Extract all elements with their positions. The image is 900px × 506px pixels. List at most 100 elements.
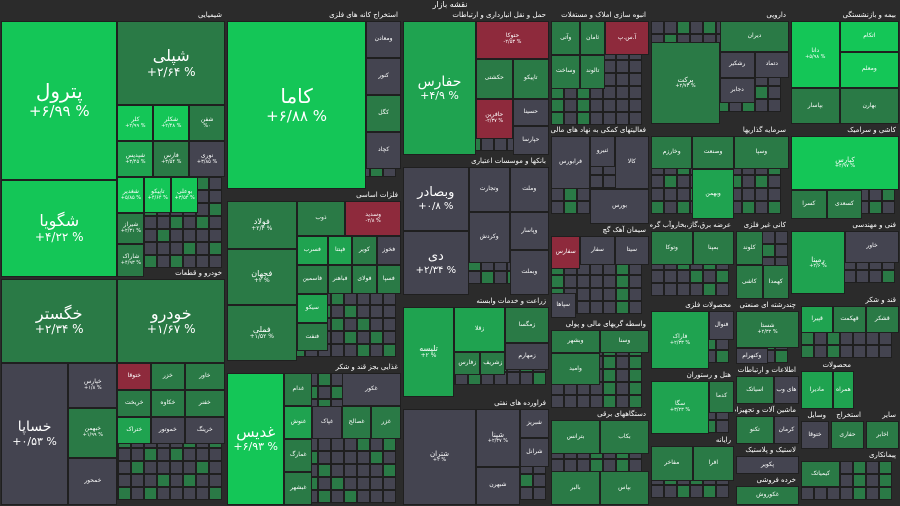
minor-stock-cell[interactable] [370,477,383,490]
stock-tile[interactable]: سگا +۳/۲۳ % [651,381,710,434]
stock-tile[interactable]: آ.س.پ [604,21,649,55]
minor-stock-cell[interactable] [520,372,533,385]
minor-stock-cell[interactable] [716,350,729,363]
stock-tile[interactable]: غکوروش [736,486,799,505]
minor-stock-cell[interactable] [383,318,396,331]
stock-tile[interactable]: فولای [352,265,377,294]
minor-stock-cell[interactable] [564,188,577,201]
minor-stock-cell[interactable] [196,474,209,487]
minor-stock-cell[interactable] [209,242,222,255]
minor-stock-cell[interactable] [703,270,716,283]
minor-stock-cell[interactable] [577,288,590,301]
minor-stock-cell[interactable] [677,188,690,201]
minor-stock-cell[interactable] [869,188,882,201]
stock-tile[interactable]: کدما [709,381,734,413]
minor-stock-cell[interactable] [370,331,383,344]
minor-stock-cell[interactable] [383,344,396,357]
minor-stock-cell[interactable] [183,461,196,474]
minor-stock-cell[interactable] [577,395,590,408]
minor-stock-cell[interactable] [677,283,690,296]
stock-tile[interactable]: فملی +۱/۵۲ % [227,305,297,361]
minor-stock-cell[interactable] [520,487,533,500]
minor-stock-cell[interactable] [590,175,603,188]
minor-stock-cell[interactable] [629,60,642,73]
minor-stock-cell[interactable] [357,305,370,318]
stock-tile[interactable]: کچاد [366,131,401,169]
minor-stock-cell[interactable] [383,451,396,464]
minor-stock-cell[interactable] [577,301,590,314]
minor-stock-cell[interactable] [775,231,788,244]
minor-stock-cell[interactable] [209,461,222,474]
minor-stock-cell[interactable] [882,270,895,283]
minor-stock-cell[interactable] [318,490,331,503]
minor-stock-cell[interactable] [603,356,616,369]
minor-stock-cell[interactable] [344,344,357,357]
minor-stock-cell[interactable] [331,464,344,477]
stock-tile[interactable]: سپاها [551,293,576,318]
stock-tile[interactable]: زمهارم [505,343,549,370]
minor-stock-cell[interactable] [196,216,209,229]
minor-stock-cell[interactable] [616,395,629,408]
minor-stock-cell[interactable] [131,461,144,474]
minor-stock-cell[interactable] [866,474,879,487]
stock-tile[interactable]: کرمان [773,416,799,444]
stock-tile[interactable]: وتجارت [468,167,510,212]
stock-tile[interactable]: ثامان [580,21,605,55]
minor-stock-cell[interactable] [853,487,866,500]
stock-tile[interactable]: دجابر [720,77,755,104]
stock-tile[interactable]: غکور [341,373,401,406]
stock-tile[interactable]: حسینا [512,98,549,126]
minor-stock-cell[interactable] [716,485,729,498]
stock-tile[interactable]: فسرب [296,236,328,265]
minor-stock-cell[interactable] [879,461,892,474]
stock-tile[interactable]: خکاوه [151,389,185,417]
minor-stock-cell[interactable] [616,301,629,314]
stock-tile[interactable]: بپاسار [791,87,840,124]
stock-tile[interactable]: وسدید -۲/۸ % [345,201,401,237]
minor-stock-cell[interactable] [801,345,814,358]
stock-tile[interactable]: شپنا +۲/۳۷ % [476,409,520,467]
stock-tile[interactable]: ومعادن [366,21,401,58]
stock-tile[interactable]: اتکام [839,21,899,52]
minor-stock-cell[interactable] [357,318,370,331]
minor-stock-cell[interactable] [564,201,577,214]
stock-tile[interactable]: شاراک +۴/۹۳ % [117,243,145,277]
stock-tile[interactable]: بپاس [600,471,649,505]
stock-tile[interactable]: خبهمن +۱/۹۹ % [68,407,118,458]
minor-stock-cell[interactable] [383,464,396,477]
minor-stock-cell[interactable] [853,461,866,474]
minor-stock-cell[interactable] [157,242,170,255]
minor-stock-cell[interactable] [157,448,170,461]
minor-stock-cell[interactable] [603,275,616,288]
minor-stock-cell[interactable] [507,372,520,385]
minor-stock-cell[interactable] [629,73,642,86]
minor-stock-cell[interactable] [481,271,494,284]
stock-tile[interactable]: پکویر [736,456,799,474]
minor-stock-cell[interactable] [209,229,222,242]
stock-tile[interactable]: کسعدی [826,189,863,219]
stock-tile[interactable]: خمحور [68,457,118,505]
minor-stock-cell[interactable] [383,305,396,318]
minor-stock-cell[interactable] [664,270,677,283]
minor-stock-cell[interactable] [775,350,788,363]
minor-stock-cell[interactable] [690,21,703,34]
minor-stock-cell[interactable] [383,292,396,305]
stock-tile[interactable]: کاما +۶/۸۸ % [227,21,367,189]
stock-tile[interactable]: شفن %۰ [189,105,225,142]
minor-stock-cell[interactable] [651,175,664,188]
minor-stock-cell[interactable] [144,474,157,487]
minor-stock-cell[interactable] [742,201,755,214]
minor-stock-cell[interactable] [131,474,144,487]
stock-tile[interactable]: دیران [720,21,789,52]
minor-stock-cell[interactable] [703,485,716,498]
minor-stock-cell[interactable] [801,332,814,345]
minor-stock-cell[interactable] [551,99,564,112]
minor-stock-cell[interactable] [677,270,690,283]
minor-stock-cell[interactable] [520,474,533,487]
stock-tile[interactable]: زفارس [454,352,481,375]
minor-stock-cell[interactable] [616,356,629,369]
minor-stock-cell[interactable] [170,448,183,461]
minor-stock-cell[interactable] [616,382,629,395]
minor-stock-cell[interactable] [651,283,664,296]
minor-stock-cell[interactable] [318,386,331,399]
